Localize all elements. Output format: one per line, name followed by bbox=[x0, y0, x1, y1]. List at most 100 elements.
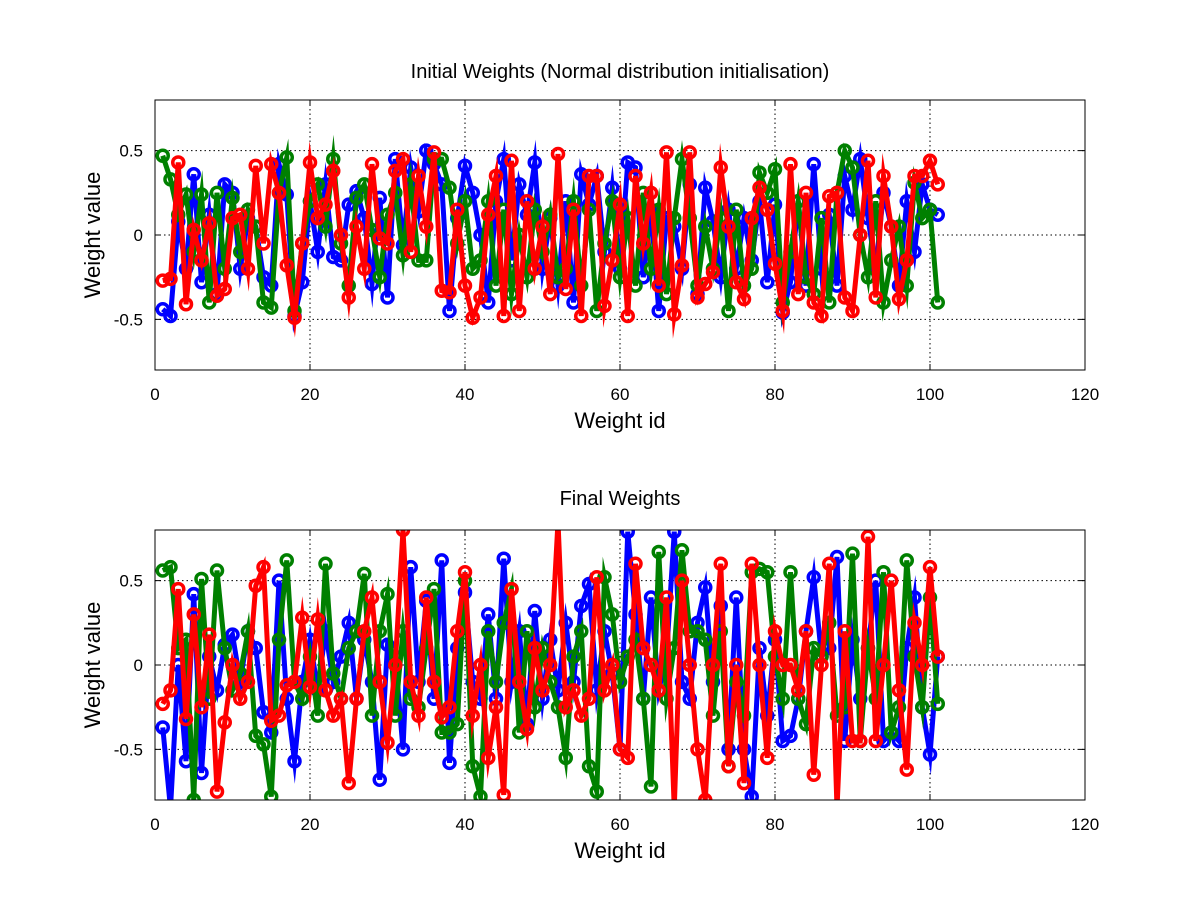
data-point bbox=[651, 544, 666, 560]
data-point bbox=[256, 236, 271, 251]
data-point bbox=[434, 283, 449, 298]
x-tick-label: 100 bbox=[916, 815, 944, 834]
data-point bbox=[279, 150, 294, 165]
data-point bbox=[450, 624, 465, 639]
data-point bbox=[225, 627, 240, 642]
data-point bbox=[884, 219, 899, 234]
data-point bbox=[488, 674, 504, 690]
data-point bbox=[434, 553, 449, 568]
x-tick-label: 40 bbox=[456, 815, 475, 834]
data-point bbox=[233, 691, 248, 706]
data-point bbox=[705, 708, 721, 723]
data-point bbox=[217, 281, 232, 297]
x-tick-label: 120 bbox=[1071, 815, 1099, 834]
data-point bbox=[372, 674, 387, 690]
data-point bbox=[628, 556, 643, 571]
chart-title: Initial Weights (Normal distribution ini… bbox=[411, 61, 830, 83]
data-point bbox=[419, 219, 434, 234]
data-point bbox=[860, 530, 876, 544]
data-point bbox=[326, 708, 341, 723]
data-point bbox=[705, 264, 721, 280]
data-point bbox=[318, 683, 333, 698]
data-point bbox=[767, 256, 783, 271]
data-point bbox=[496, 787, 511, 800]
data-point bbox=[690, 290, 705, 305]
data-point bbox=[729, 275, 744, 290]
data-point bbox=[504, 581, 519, 597]
data-point bbox=[388, 163, 403, 179]
y-axis-label: Weight value bbox=[80, 172, 105, 299]
data-point bbox=[589, 784, 604, 799]
data-point bbox=[884, 573, 899, 588]
data-point bbox=[465, 310, 480, 325]
data-point bbox=[922, 559, 938, 575]
data-point bbox=[357, 261, 372, 276]
data-point bbox=[729, 657, 744, 673]
data-point bbox=[806, 156, 821, 172]
data-point bbox=[922, 747, 938, 762]
data-point bbox=[481, 750, 496, 766]
data-point bbox=[279, 258, 294, 273]
data-point bbox=[574, 598, 589, 614]
data-point bbox=[669, 803, 680, 814]
data-point bbox=[643, 185, 659, 201]
data-point bbox=[395, 151, 411, 167]
data-point bbox=[465, 708, 480, 723]
x-axis-label: Weight id bbox=[574, 408, 665, 433]
y-axis-label: Weight value bbox=[80, 602, 105, 729]
data-point bbox=[744, 556, 759, 571]
data-point bbox=[698, 580, 713, 595]
data-point bbox=[442, 180, 457, 195]
data-point bbox=[760, 750, 775, 766]
data-point bbox=[543, 286, 558, 302]
data-point bbox=[581, 759, 597, 774]
data-point bbox=[163, 308, 178, 324]
data-point bbox=[364, 156, 380, 172]
data-point bbox=[411, 168, 426, 184]
data-point bbox=[295, 691, 310, 706]
data-point bbox=[543, 657, 558, 673]
data-point bbox=[419, 143, 434, 158]
data-point bbox=[868, 733, 883, 749]
data-point bbox=[287, 310, 302, 325]
data-point bbox=[876, 168, 891, 184]
data-point bbox=[597, 298, 612, 314]
data-point bbox=[698, 632, 713, 647]
x-tick-label: 60 bbox=[611, 815, 630, 834]
data-point bbox=[713, 556, 728, 571]
data-point bbox=[527, 155, 542, 170]
data-point bbox=[473, 290, 488, 305]
data-point bbox=[736, 775, 752, 791]
data-point bbox=[605, 607, 620, 622]
data-point bbox=[326, 666, 341, 681]
data-point bbox=[411, 253, 426, 268]
data-point bbox=[643, 657, 659, 673]
data-point bbox=[798, 185, 814, 201]
data-point bbox=[496, 551, 511, 566]
data-point bbox=[884, 725, 899, 740]
data-point bbox=[248, 578, 263, 593]
data-point bbox=[566, 194, 581, 209]
y-tick-label: 0.5 bbox=[119, 572, 143, 591]
data-point bbox=[721, 303, 736, 319]
data-point bbox=[845, 546, 860, 561]
data-point bbox=[194, 571, 209, 587]
data-point bbox=[155, 148, 170, 163]
x-tick-label: 120 bbox=[1071, 385, 1099, 404]
data-point bbox=[860, 153, 876, 168]
data-point bbox=[744, 210, 759, 226]
data-point bbox=[876, 564, 891, 580]
data-point bbox=[605, 253, 620, 268]
data-point bbox=[426, 145, 442, 160]
series-2 bbox=[155, 140, 945, 339]
data-point bbox=[915, 657, 930, 673]
data-point bbox=[403, 674, 418, 690]
data-point bbox=[496, 151, 511, 167]
data-point bbox=[674, 573, 690, 588]
data-point bbox=[752, 657, 767, 673]
data-point bbox=[690, 624, 705, 639]
data-point bbox=[829, 185, 845, 201]
data-point bbox=[395, 742, 411, 757]
data-point bbox=[783, 657, 798, 673]
